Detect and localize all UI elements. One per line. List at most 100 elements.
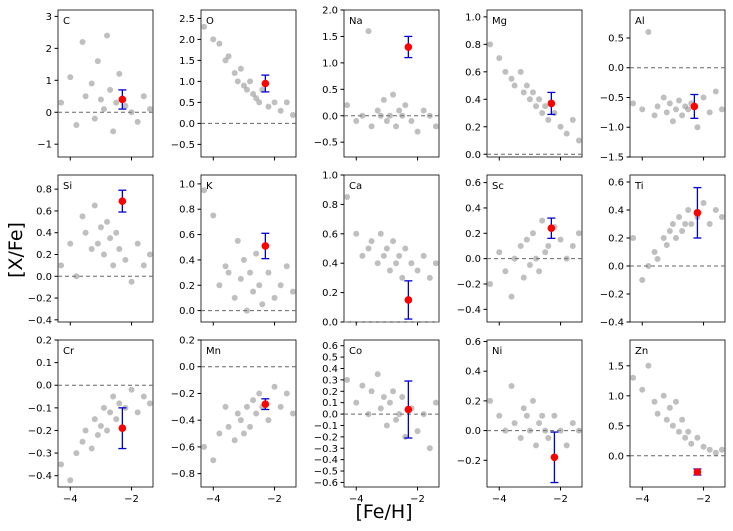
y-tick-label: −0.4 xyxy=(457,305,481,316)
element-label: Ca xyxy=(349,181,362,192)
star-point xyxy=(368,123,375,130)
star-point xyxy=(396,411,403,418)
star-point xyxy=(265,269,272,276)
y-tick-label: 0.2 xyxy=(322,387,338,398)
star-point xyxy=(563,130,570,137)
y-tick-label: 0.0 xyxy=(179,306,195,317)
star-point xyxy=(289,112,296,118)
star-point xyxy=(563,255,570,262)
star-point xyxy=(104,218,111,225)
star-point xyxy=(79,38,86,45)
star-point xyxy=(517,242,524,249)
star-point xyxy=(536,420,543,427)
star-point xyxy=(706,446,713,453)
target-point xyxy=(404,43,413,51)
y-tick-label: −0.2 xyxy=(28,294,52,305)
y-tick-label: −0.3 xyxy=(28,449,52,460)
y-tick-label: −1.5 xyxy=(600,153,624,164)
star-point xyxy=(128,109,135,116)
star-point xyxy=(523,82,530,89)
star-point xyxy=(67,74,74,81)
y-tick-label: 0.5 xyxy=(322,85,338,96)
star-point xyxy=(542,427,549,434)
star-point xyxy=(517,435,524,441)
element-label: Cr xyxy=(63,346,75,357)
star-point xyxy=(240,82,247,89)
star-point xyxy=(67,240,74,247)
star-point xyxy=(88,445,95,452)
star-point xyxy=(496,412,503,419)
element-label: Mn xyxy=(206,346,221,357)
star-point xyxy=(712,207,719,213)
y-tick-label: 1.0 xyxy=(322,171,338,182)
star-point xyxy=(134,409,141,416)
y-tick-label: 2.0 xyxy=(179,35,195,46)
star-point xyxy=(253,250,260,257)
star-point xyxy=(630,374,637,381)
axes-frame xyxy=(57,174,154,323)
star-point xyxy=(575,137,582,144)
x-axis-label: [Fe/H] xyxy=(355,501,412,523)
star-point xyxy=(511,420,518,427)
star-point xyxy=(575,427,582,434)
star-point xyxy=(639,386,646,393)
y-tick-label: 0.4 xyxy=(465,203,481,214)
star-point xyxy=(247,423,254,430)
element-label: Ti xyxy=(634,181,644,192)
star-point xyxy=(231,70,238,76)
star-point xyxy=(201,23,208,30)
star-point xyxy=(551,412,558,419)
star-point xyxy=(420,411,427,418)
x-tick-label: −4 xyxy=(206,494,221,505)
star-point xyxy=(542,249,549,256)
star-point xyxy=(73,273,80,280)
star-point xyxy=(651,398,658,405)
star-point xyxy=(237,65,244,72)
axes-frame xyxy=(629,174,726,323)
star-point xyxy=(432,260,439,267)
star-point xyxy=(630,100,637,107)
star-point xyxy=(685,106,692,113)
star-point xyxy=(234,78,241,85)
star-point xyxy=(383,118,390,125)
star-point xyxy=(107,86,114,93)
y-tick-label: −1 xyxy=(37,140,52,151)
star-point xyxy=(712,88,719,95)
star-point xyxy=(529,230,536,237)
star-point xyxy=(210,36,217,43)
star-point xyxy=(140,262,147,269)
star-point xyxy=(116,246,123,253)
element-label: C xyxy=(63,16,70,27)
star-point xyxy=(508,293,515,300)
star-point xyxy=(222,403,229,410)
star-point xyxy=(645,263,652,269)
star-point xyxy=(557,427,564,434)
star-point xyxy=(79,213,86,220)
star-point xyxy=(140,393,147,400)
y-tick-label: 0.2 xyxy=(465,396,481,407)
star-point xyxy=(414,428,421,435)
star-point xyxy=(679,416,686,423)
y-tick-label: 0.1 xyxy=(36,358,52,369)
star-point xyxy=(216,430,223,437)
star-point xyxy=(402,433,409,440)
star-point xyxy=(374,260,381,267)
star-point xyxy=(359,382,366,389)
star-point xyxy=(685,428,692,435)
target-point xyxy=(690,102,699,111)
star-point xyxy=(88,246,95,253)
star-point xyxy=(216,40,223,47)
star-point xyxy=(545,435,552,441)
star-point xyxy=(259,301,266,308)
y-tick-label: 0.0 xyxy=(608,262,624,273)
star-point xyxy=(116,400,123,407)
x-tick-label: −2 xyxy=(553,494,568,505)
star-point xyxy=(128,386,135,393)
star-point xyxy=(386,267,393,274)
star-point xyxy=(426,445,433,452)
star-point xyxy=(645,362,652,369)
target-point xyxy=(261,400,270,408)
element-label: Mg xyxy=(492,16,507,27)
star-point xyxy=(402,102,409,109)
star-point xyxy=(91,202,98,209)
